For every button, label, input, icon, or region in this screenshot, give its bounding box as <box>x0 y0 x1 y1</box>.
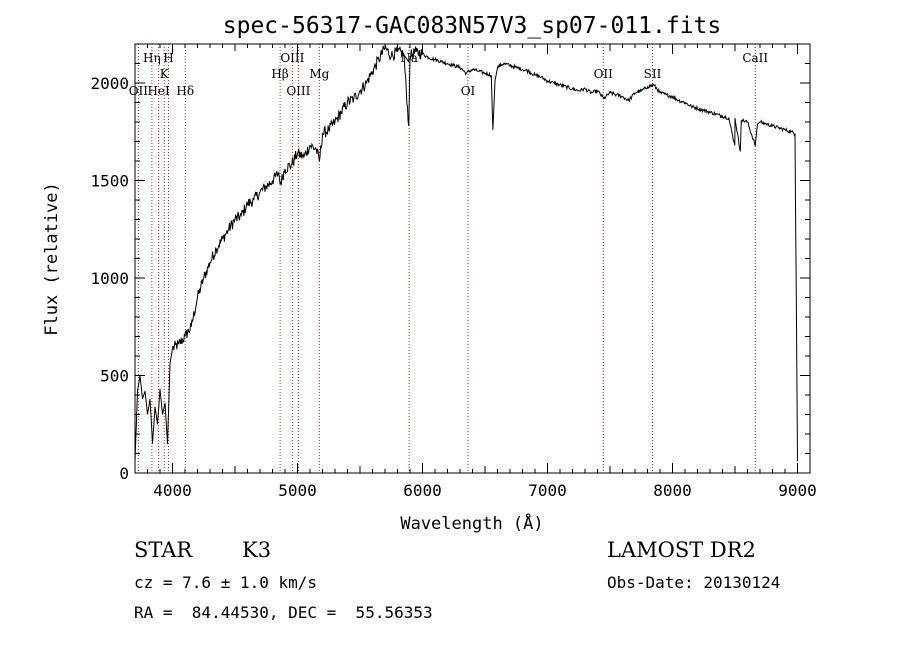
spectral-line-label: Hδ <box>176 84 194 98</box>
x-tick-label: 4000 <box>153 481 192 500</box>
spectral-line-label: OII <box>594 67 614 81</box>
spectral-line-label: Hη <box>143 51 161 65</box>
spectral-line-label: OIII <box>286 84 310 98</box>
object-class: STAR <box>134 538 193 562</box>
x-axis-ticks: 4000 5000 6000 7000 8000 9000 <box>147 44 817 500</box>
ra-dec-coordinates: RA = 84.44530, DEC = 55.56353 <box>134 603 433 622</box>
survey-name: LAMOST DR2 <box>607 538 756 562</box>
spectral-line-label: SII <box>644 67 662 81</box>
plot-frame <box>134 43 811 474</box>
redshift-velocity: cz = 7.6 ± 1.0 km/s <box>134 573 318 592</box>
object-subclass: K3 <box>242 538 272 562</box>
y-tick-label: 0 <box>119 464 129 483</box>
spectrum-series-line <box>134 44 798 462</box>
x-tick-label: 9000 <box>778 481 817 500</box>
x-axis-label: Wavelength (Å) <box>400 512 543 534</box>
y-axis-ticks: 0 500 1000 1500 2000 <box>90 43 810 483</box>
observation-date: Obs-Date: 20130124 <box>607 573 781 592</box>
y-tick-label: 1500 <box>90 172 129 191</box>
spectral-line-label: OI <box>461 84 476 98</box>
spectral-line-label: Hβ <box>271 67 288 81</box>
y-tick-label: 500 <box>100 367 129 386</box>
spectral-line-label: K <box>160 67 170 81</box>
x-tick-label: 5000 <box>278 481 317 500</box>
spectral-line-label: OIII <box>280 51 304 65</box>
y-tick-label: 2000 <box>90 74 129 93</box>
x-tick-label: 7000 <box>528 481 567 500</box>
spectral-line-label: OII <box>129 84 149 98</box>
y-tick-label: 1000 <box>90 269 129 288</box>
chart-title: spec-56317-GAC083N57V3_sp07-011.fits <box>223 13 722 39</box>
x-tick-label: 6000 <box>403 481 442 500</box>
spectral-line-label: Mg <box>309 67 329 81</box>
x-tick-label: 8000 <box>653 481 692 500</box>
spectral-line-label: CaII <box>742 51 768 65</box>
line-markers <box>137 44 756 473</box>
spectral-line-label: H <box>163 51 173 65</box>
spectral-line-label: HeI <box>147 84 170 98</box>
y-axis-label: Flux (relative) <box>42 182 62 336</box>
